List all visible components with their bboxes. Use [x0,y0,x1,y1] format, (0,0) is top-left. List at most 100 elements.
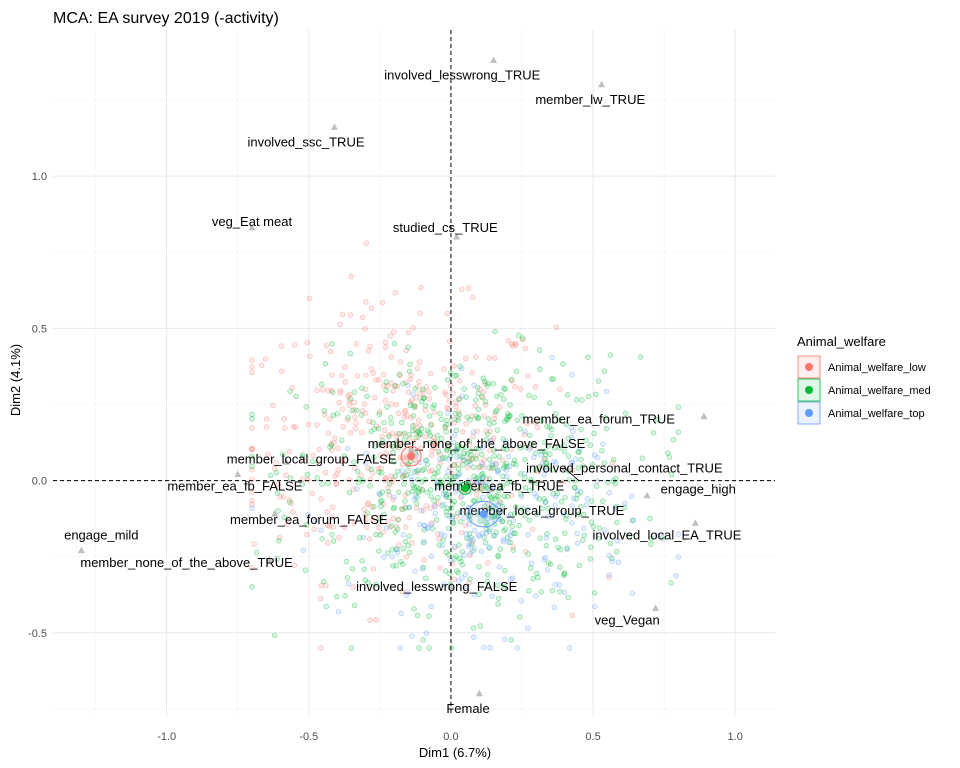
individual-point [508,492,515,499]
individual-point [502,463,508,469]
individual-point [283,472,289,478]
individual-point [457,494,464,501]
individual-point [299,452,306,458]
individual-point [486,465,492,471]
individual-point [547,451,553,457]
individual-point [325,387,331,394]
individual-point [377,452,384,459]
individual-point [354,373,361,379]
individual-point [388,354,395,360]
individual-point [502,418,508,425]
individual-point [483,529,490,536]
individual-point [583,501,590,508]
individual-point [401,430,408,436]
individual-point [318,582,324,589]
individual-point [445,456,452,462]
individual-point [431,440,438,446]
individual-point [334,471,340,477]
individual-point [474,428,480,434]
individual-point [375,465,382,472]
individual-point [539,505,545,512]
individual-point [572,484,578,491]
individual-point [396,440,402,446]
individual-point [392,529,399,535]
individual-point [543,542,550,549]
individual-point [471,473,477,479]
individual-point [415,434,422,440]
x-tick-label: -1.0 [157,731,176,743]
reference-lines [53,30,775,715]
individual-point [311,526,317,532]
individual-point [434,480,440,486]
individual-point [340,423,346,430]
individual-point [542,499,549,506]
individual-point [459,548,466,555]
individual-point [499,483,506,489]
individual-point [249,497,255,504]
individual-point [314,475,320,481]
individual-point [304,339,311,346]
individual-point [402,498,408,504]
individual-point [602,415,609,421]
individual-point [485,416,492,422]
individual-point [486,545,493,551]
individual-point [441,491,447,497]
individual-point [477,386,483,392]
individual-point [402,492,408,498]
individual-point [576,562,583,569]
individual-point [475,445,482,452]
individual-point [249,416,255,422]
individual-point [276,534,283,541]
individual-point [400,532,407,538]
individual-point [430,474,437,481]
individual-point [471,382,477,389]
individual-point [466,530,473,537]
variable-label: member_local_group_FALSE [227,451,397,466]
individual-point [300,547,307,553]
individual-point [431,503,438,510]
individual-point [422,477,428,483]
individual-point [648,535,655,542]
individual-point [607,352,614,358]
individual-point [486,456,493,463]
individual-point [329,514,335,521]
individual-point [440,537,446,543]
individual-point [493,493,499,499]
individual-point [280,451,286,458]
individual-point [379,438,386,444]
individual-point [379,300,386,306]
individual-point [452,447,458,453]
individual-point [451,498,458,505]
individual-point [344,417,351,423]
individual-point [517,614,523,620]
individual-point [491,453,497,459]
individual-point [471,545,478,552]
individual-point [319,481,325,487]
individual-point [407,361,413,368]
individual-point [421,522,427,528]
individual-point [532,450,539,456]
individual-point [431,444,437,451]
individual-point [470,537,476,543]
individual-point [451,363,457,369]
individual-point [449,480,455,487]
y-tick-label: 0.5 [32,323,47,335]
individual-point [501,445,507,452]
individual-point [287,388,293,395]
individual-point [486,528,492,535]
individual-point [403,592,410,598]
individual-point [549,467,556,473]
individual-point [391,445,397,451]
tick-labels: -1.0 -0.5 0.0 0.5 1.0 -0.5 0.0 0.5 1.0 [28,171,743,743]
individual-point [466,521,472,528]
individual-point [459,562,466,568]
individual-point [394,546,400,553]
individual-point [497,483,504,489]
individual-point [410,325,416,331]
individual-point [332,435,338,441]
individual-point [511,511,518,517]
individual-point [494,469,501,476]
individual-point [544,463,550,470]
individual-point [472,354,479,360]
individual-point [345,581,352,587]
